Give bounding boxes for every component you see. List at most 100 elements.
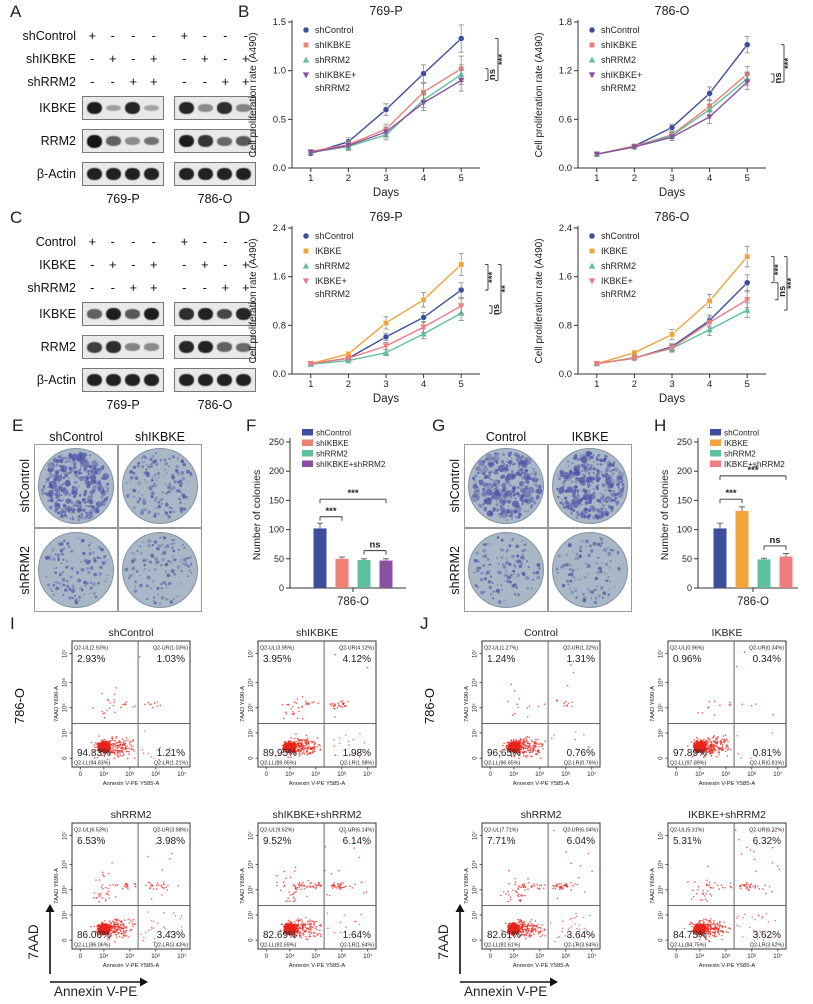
- condition-label: shRRM2: [27, 280, 76, 295]
- flow-cytometry-plot: shControl 0 10⁴ 10⁵ 10⁶ 10⁷ 0 10⁴ 10⁵ 10⁶ 10⁷ 7AAD …: [54, 627, 191, 787]
- colony-column-labels: Control IKBKE: [485, 430, 609, 444]
- chart-d-769p: 0.0 0.8 1.6 2.4 1 2 3 4 5 769-P Days Cell prolifera…: [246, 210, 516, 413]
- blot-image: [82, 129, 164, 153]
- legend-label: shIKBKE+shRRM2: [316, 460, 386, 469]
- y-tick-label: 10⁶: [62, 677, 69, 687]
- blot-band: [198, 340, 213, 354]
- y-tick-label: 1.2: [559, 66, 572, 77]
- colony-plate-image: [468, 532, 544, 608]
- condition-sign: -: [243, 234, 248, 249]
- legend-label: shRRM2: [601, 55, 636, 65]
- x-axis-label: Annexin V-PE Y585-A: [699, 781, 756, 787]
- blot-label: IKBKE: [39, 307, 76, 321]
- quadrant-pct-ul: 0.96%: [673, 654, 701, 665]
- legend-label: shRRM2: [315, 261, 350, 271]
- y-tick-label: 1.5: [273, 17, 286, 28]
- significance-label: ns: [773, 72, 784, 83]
- condition-sign: -: [243, 28, 248, 43]
- quadrant-tag-lr: Q2-LR(1.21%): [154, 761, 188, 767]
- x-tick-label: 1: [308, 173, 313, 184]
- legend-label: shIKBKE: [601, 40, 637, 50]
- flow-plot-shcontrol: shControl 0 10⁴ 10⁵ 10⁶ 10⁷ 0 10⁴ 10⁵ 10⁶ 10⁷ 7AAD …: [34, 626, 212, 803]
- quadrant-pct-ur: 1.31%: [567, 654, 595, 665]
- bar-shIKBKE: [335, 556, 349, 588]
- x-tick-label: 10⁷: [587, 953, 596, 960]
- y-tick-label: 0.8: [559, 320, 572, 331]
- scatter-points: [91, 655, 172, 761]
- x-tick-label: 1: [308, 379, 313, 390]
- y-tick-label: 10⁷: [472, 649, 479, 658]
- legend-label: shIKBKE: [315, 40, 351, 50]
- flow-cytometry-plot: shIKBKE+shRRM2 0 10⁴ 10⁵ 10⁶ 10⁷ 0 10⁴ 10⁵ 10⁶ 10⁷…: [240, 809, 377, 969]
- x-axis-label: 786-O: [337, 596, 369, 608]
- condition-sign: +: [200, 257, 209, 272]
- condition-sign: +: [108, 257, 117, 272]
- x-tick-label: 0: [265, 954, 269, 960]
- big-y-axis-label: 7AAD: [436, 924, 451, 960]
- quadrant-tag-ll: Q2-LL(82.61%): [484, 943, 520, 949]
- x-tick-label: 0: [79, 954, 83, 960]
- y-tick-label: 2.4: [559, 223, 572, 234]
- blot-band: [144, 104, 159, 112]
- x-tick-label: 10⁵: [311, 771, 321, 778]
- legend-label: IKBKE+: [315, 276, 347, 286]
- condition-sign: +: [88, 28, 97, 43]
- blot-band: [217, 373, 232, 387]
- legend-label: shRRM2: [601, 83, 636, 93]
- x-tick-label: 4: [707, 173, 712, 184]
- legend-label: shRRM2: [601, 289, 636, 299]
- colony-row-shControl: shControl: [16, 444, 202, 528]
- flow-plot-title: shControl: [109, 627, 154, 639]
- quadrant-tag-ll: Q2-LL(94.83%): [74, 761, 110, 767]
- x-tick-label: 0: [265, 772, 269, 778]
- x-tick-label: 1: [594, 379, 599, 390]
- x-axis-label: 786-O: [737, 596, 769, 608]
- colony-plate-image: [552, 532, 628, 608]
- blot-band: [106, 167, 121, 181]
- x-tick-label: 10⁷: [363, 953, 372, 960]
- legend-label: IKBKE: [601, 246, 628, 256]
- legend-label: shRRM2: [315, 55, 350, 65]
- y-tick-label: 10⁷: [472, 831, 479, 840]
- blot-band: [106, 373, 121, 387]
- line-chart-d1: 0.0 0.8 1.6 2.4 1 2 3 4 5 769-P Days Cell prolifera…: [248, 210, 511, 405]
- quadrant-pct-ll: 84.75%: [673, 930, 707, 941]
- quadrant-pct-ll: 94.83%: [77, 748, 111, 759]
- chart-title: 769-P: [369, 4, 402, 18]
- colony-row-label: shControl: [18, 459, 32, 513]
- colony-plate-image: [38, 532, 114, 608]
- colony-row-label: shRRM2: [18, 545, 32, 595]
- blot-band: [125, 343, 140, 351]
- legend-label: shIKBKE: [316, 439, 349, 448]
- colony-row-shControl: shControl: [446, 444, 632, 528]
- x-tick-label: 10⁷: [773, 953, 782, 960]
- condition-sign: -: [202, 234, 207, 249]
- y-tick-label: 50: [274, 554, 284, 564]
- condition-sign: -: [223, 51, 228, 66]
- legend-label: IKBKE: [724, 439, 749, 448]
- x-tick-label: 10⁴: [695, 771, 705, 778]
- x-tick-label: 10⁵: [721, 953, 731, 960]
- quadrant-tag-ul: Q2-UL(2.93%): [74, 646, 108, 652]
- y-tick-label: 200: [269, 466, 284, 476]
- x-tick-label: 2: [632, 173, 637, 184]
- condition-sign: +: [180, 234, 189, 249]
- y-tick-label: 0: [279, 583, 284, 593]
- blot-band: [125, 137, 140, 145]
- blot-band: [87, 341, 102, 353]
- legend-label: shIKBKE+: [315, 70, 356, 80]
- condition-sign: +: [149, 51, 158, 66]
- flow-cytometry-plot: shRRM2 0 10⁴ 10⁵ 10⁶ 10⁷ 0 10⁴ 10⁵ 10⁶ 10⁷ 7AAD Y69…: [54, 809, 191, 969]
- quadrant-tag-ur: Q2-UR(3.98%): [153, 828, 188, 834]
- y-tick-label: 10⁶: [658, 859, 665, 869]
- bar-chart-f: 0 50 100 150 200 250 Number of colonies 786-O sh…: [251, 429, 406, 608]
- significance-label: ns: [769, 535, 780, 546]
- y-axis-label: Cell proliferation rate (A490): [248, 238, 259, 363]
- x-tick-label: 10⁶: [151, 953, 161, 960]
- x-tick-label: 10⁵: [125, 953, 135, 960]
- panel-i-axis-arrows: 7AAD Annexin V-PE: [26, 894, 226, 1004]
- y-axis-label: 7AAD Y690-A: [650, 868, 656, 904]
- quadrant-tag-ll: Q2-LL(97.89%): [670, 761, 706, 767]
- flow-plot-title: shRRM2: [521, 809, 562, 821]
- blot-band: [144, 373, 159, 387]
